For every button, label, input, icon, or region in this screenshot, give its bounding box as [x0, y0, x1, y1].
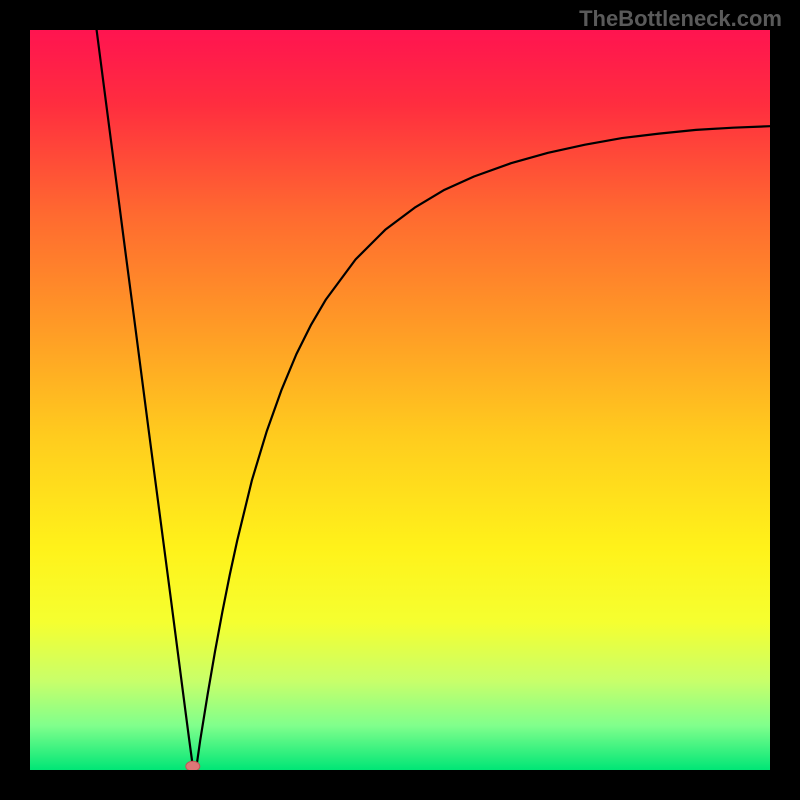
chart-container: TheBottleneck.com: [0, 0, 800, 800]
gradient-background: [30, 30, 770, 770]
plot-area: [30, 30, 770, 770]
watermark-text: TheBottleneck.com: [579, 6, 782, 32]
optimal-point-marker: [186, 761, 200, 770]
